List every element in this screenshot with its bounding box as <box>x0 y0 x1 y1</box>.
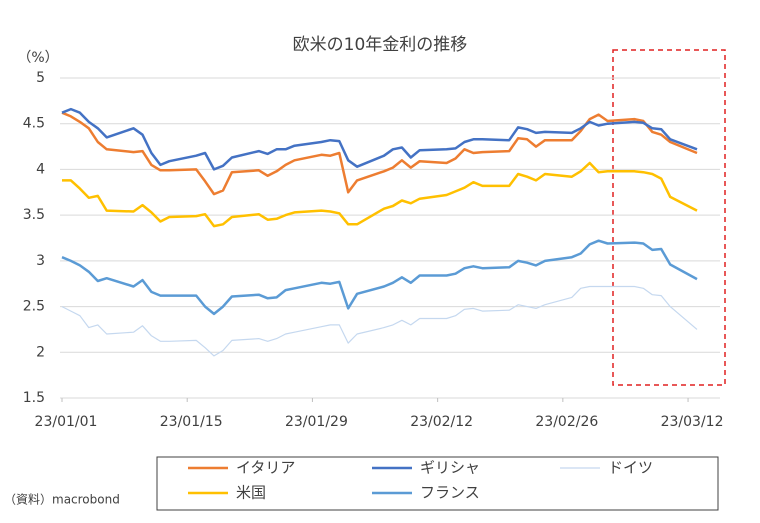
legend-label: イタリア <box>236 459 295 477</box>
x-tick-label: 23/01/29 <box>285 414 348 430</box>
y-tick-label: 2 <box>36 344 45 360</box>
series-line <box>61 107 698 171</box>
legend-label: ギリシャ <box>420 459 480 477</box>
series-line <box>61 239 698 316</box>
y-tick-label: 3 <box>36 253 45 269</box>
series-line <box>61 285 698 357</box>
x-tick-label: 23/01/15 <box>160 414 223 430</box>
y-tick-label: 2.5 <box>23 299 45 315</box>
y-axis-label: （%） <box>17 50 58 66</box>
chart-title: 欧米の10年金利の推移 <box>293 35 468 55</box>
x-tick-label: 23/01/01 <box>35 414 98 430</box>
legend-label: ドイツ <box>608 459 653 477</box>
y-tick-label: 5 <box>36 70 45 86</box>
x-tick-label: 23/02/26 <box>535 414 598 430</box>
x-tick-label: 23/02/12 <box>410 414 473 430</box>
y-tick-label: 3.5 <box>23 207 45 223</box>
highlight-box <box>612 49 726 386</box>
y-tick-label: 4.5 <box>23 116 45 132</box>
legend-label: フランス <box>420 484 480 502</box>
series-line <box>62 161 698 228</box>
y-tick-label: 4 <box>36 161 45 177</box>
legend-label: 米国 <box>236 484 266 502</box>
legend-box <box>156 456 719 511</box>
x-tick-label: 23/03/12 <box>661 414 724 430</box>
source-note: （資料）macrobond <box>4 493 120 507</box>
y-tick-label: 1.5 <box>23 390 45 406</box>
